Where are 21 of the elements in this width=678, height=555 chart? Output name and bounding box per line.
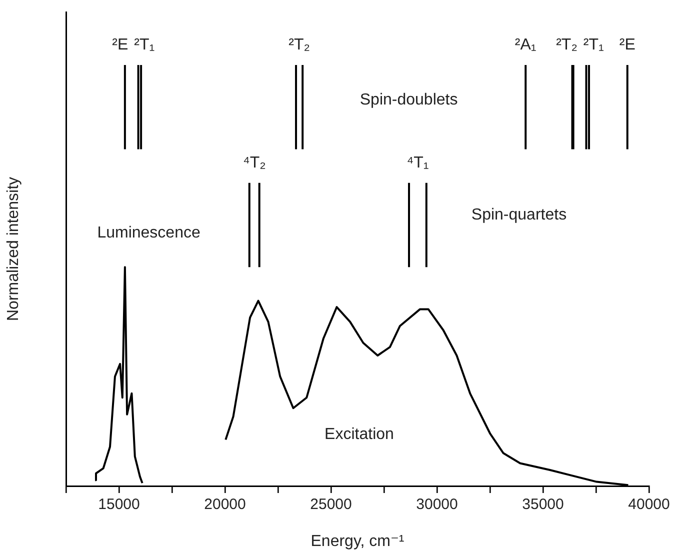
x-tick-label: 40000 — [628, 496, 670, 514]
series-label: ²E — [619, 36, 636, 54]
series-label: ²T₁ — [134, 36, 155, 54]
x-tick-label: 25000 — [310, 496, 352, 514]
x-tick-label: 30000 — [416, 496, 458, 514]
x-tick-label: 35000 — [522, 496, 564, 514]
text: Luminescence — [97, 224, 200, 242]
series-label: ²T₂ — [556, 36, 578, 54]
annotation: Spin-quartets — [471, 206, 567, 224]
text: Excitation — [324, 426, 394, 444]
series-label: ⁴T₂ — [242, 154, 266, 172]
x-tick-label: 20000 — [204, 496, 246, 514]
series-label: ⁴T₁ — [406, 154, 429, 172]
series-label: ²A₁ — [514, 36, 536, 54]
series-label: ²E — [112, 36, 128, 54]
x-axis-title: Energy, cm⁻¹ — [310, 532, 404, 550]
x-tick-label: 15000 — [98, 496, 140, 514]
series-label: ²T₁ — [583, 36, 604, 54]
y-axis-title: Normalized intensity — [5, 176, 22, 322]
annotation: Spin-doublets — [360, 92, 458, 109]
series-label: ²T₂ — [288, 36, 310, 54]
